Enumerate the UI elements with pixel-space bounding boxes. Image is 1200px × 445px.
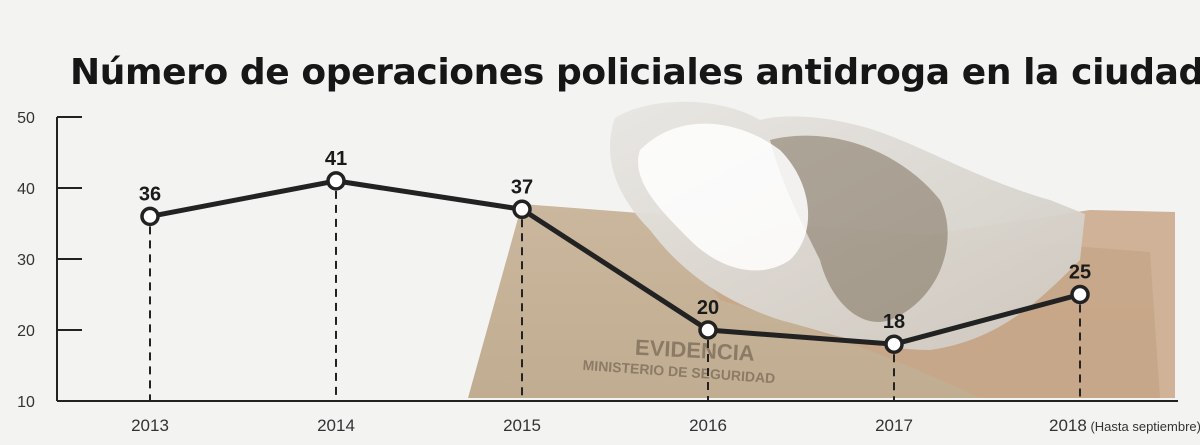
x-tick-label: 2016 xyxy=(689,416,727,435)
series-line xyxy=(149,178,1081,347)
data-label: 36 xyxy=(139,183,161,205)
data-label: 20 xyxy=(697,297,719,319)
data-point xyxy=(1070,284,1090,305)
axes xyxy=(56,116,1178,402)
series-line-group xyxy=(149,178,1081,347)
data-label: 37 xyxy=(511,176,533,198)
drop-lines xyxy=(149,190,1081,401)
x-tick-label: 2014 xyxy=(317,416,355,435)
data-label: 25 xyxy=(1069,262,1091,284)
y-tick-label: 30 xyxy=(17,252,35,269)
y-tick-label: 10 xyxy=(17,394,35,411)
data-point xyxy=(140,206,160,227)
x-tick-labels: 2013 2014 2015 2016 2017 2018 (Hasta septiemb… xyxy=(131,416,1200,435)
data-point xyxy=(698,320,718,340)
data-point xyxy=(512,199,532,220)
x-tick-label: 2015 xyxy=(503,416,541,435)
background-photo: EVIDENCIA MINISTERIO DE SEGURIDAD xyxy=(468,101,1175,398)
x-tick-label: 2018 (Hasta septiembre) xyxy=(1049,416,1200,435)
data-point xyxy=(884,334,904,354)
y-tick-label: 40 xyxy=(17,181,35,198)
data-label: 41 xyxy=(325,148,347,170)
data-label: 18 xyxy=(883,311,905,333)
y-tick-label: 20 xyxy=(17,323,35,340)
data-points xyxy=(140,171,1090,354)
y-tick-labels: 10 20 30 40 50 xyxy=(17,110,35,411)
data-point xyxy=(326,171,346,191)
x-tick-label: 2017 xyxy=(875,416,913,435)
x-tick-label: 2013 xyxy=(131,416,169,435)
chart-title: Número de operaciones policiales antidro… xyxy=(70,52,1200,93)
data-labels: 36 41 37 20 18 25 xyxy=(139,148,1091,333)
y-tick-label: 50 xyxy=(17,110,35,127)
